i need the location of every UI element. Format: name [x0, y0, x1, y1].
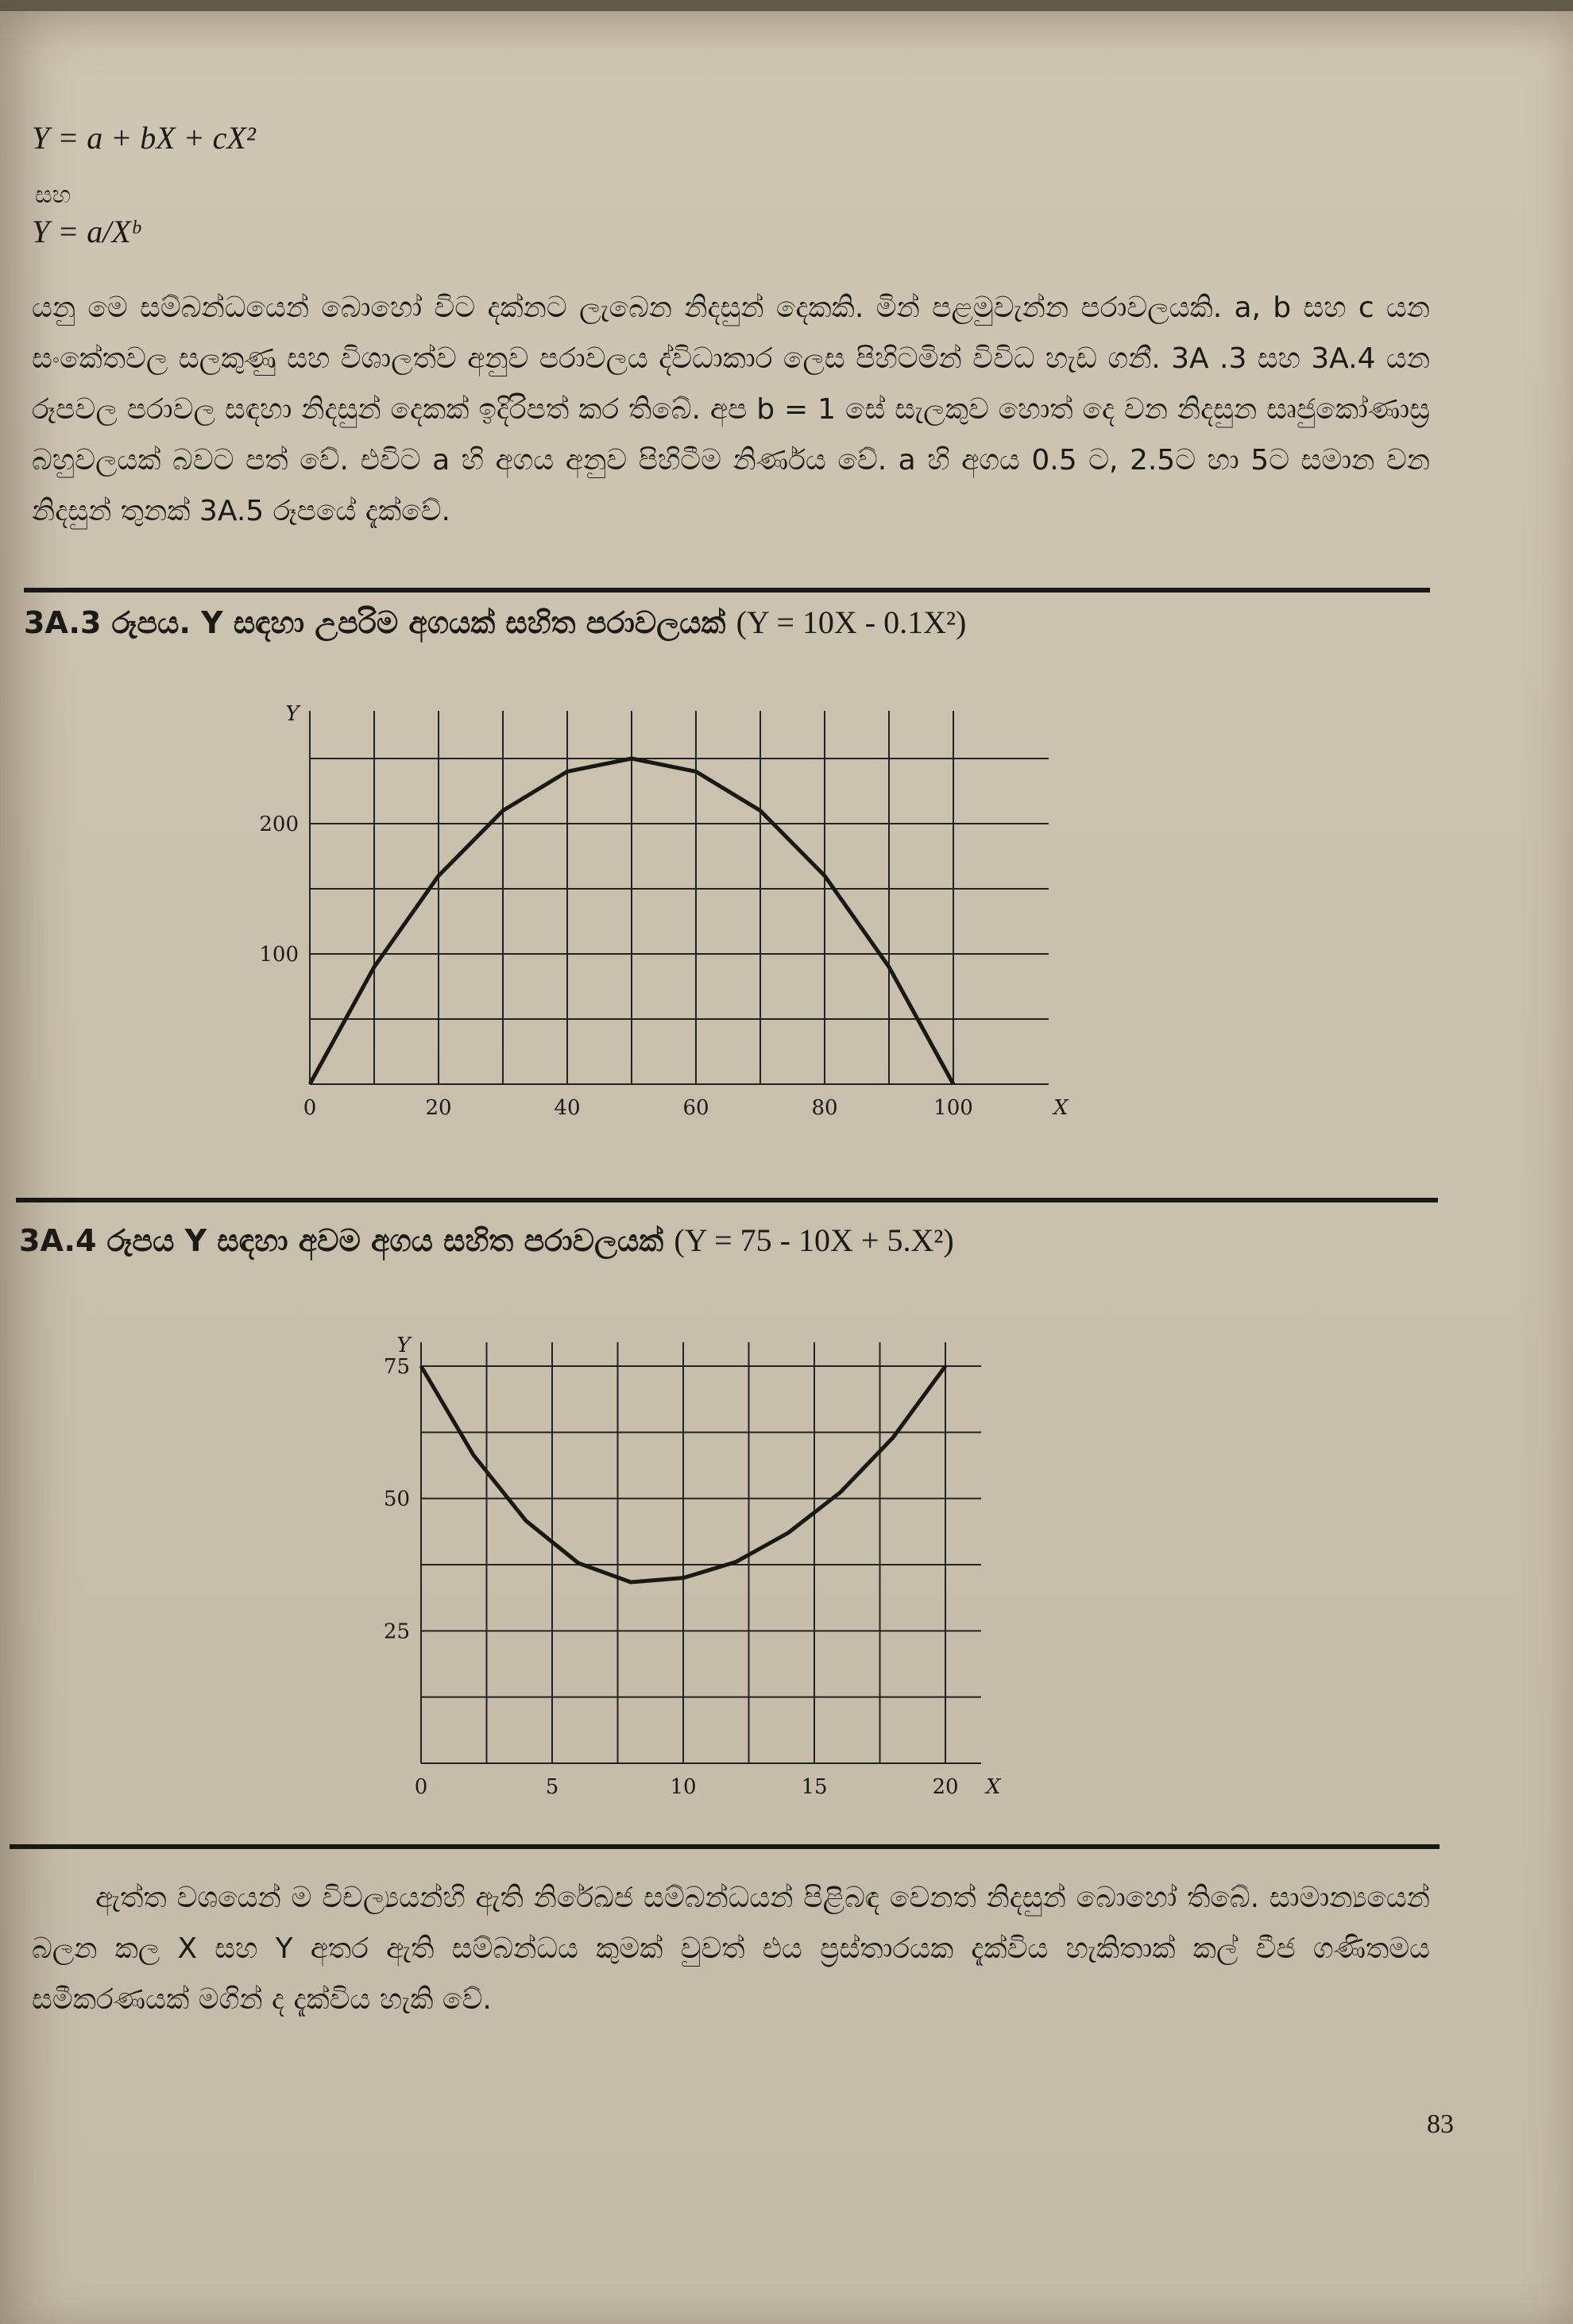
- y-axis-label: Y: [285, 702, 301, 726]
- y-tick-label: 50: [384, 1488, 410, 1511]
- y-tick-label: 200: [259, 813, 299, 836]
- section-rule-2: [16, 1198, 1438, 1203]
- x-tick-label: 10: [670, 1775, 696, 1799]
- figure1-caption-label: 3A.3 රූපය. Y සඳහා උපරිම අගයක් සහිත පරාවල…: [24, 605, 726, 640]
- figure1-caption: 3A.3 රූපය. Y සඳහා උපරිම අගයක් සහිත පරාවල…: [24, 604, 966, 641]
- figure2-caption-equation: (Y = 75 - 10X + 5.X²): [674, 1222, 954, 1258]
- x-tick-label: 80: [811, 1096, 837, 1120]
- y-axis-label: Y: [396, 1334, 412, 1357]
- equation-quadratic: Y = a + bX + cX²: [32, 120, 256, 156]
- x-tick-label: 40: [554, 1096, 580, 1120]
- x-tick-label: 5: [546, 1775, 559, 1799]
- y-tick-label: 100: [259, 943, 299, 967]
- page-number: 83: [1427, 2110, 1454, 2139]
- y-tick-label: 75: [384, 1355, 410, 1379]
- equation-power: Y = a/Xᵇ: [32, 214, 140, 249]
- figure2-caption: 3A.4 රූපය Y සඳහා අවම අගය සහිත පරාවලයක් (…: [19, 1222, 954, 1259]
- x-tick-label: 15: [801, 1775, 827, 1799]
- x-tick-label: 0: [415, 1775, 428, 1799]
- x-tick-label: 20: [425, 1096, 451, 1120]
- section-rule-3: [10, 1844, 1440, 1849]
- page-top-edge: [0, 0, 1573, 11]
- curve-line: [307, 756, 956, 1086]
- x-axis-label: X: [984, 1775, 1002, 1799]
- intro-paragraph: යනු මෙ සම්බන්ධයෙන් බොහෝ විට දක්නට ලැබෙන …: [32, 291, 1430, 527]
- x-tick-label: 20: [932, 1775, 958, 1799]
- figure2-chart: 0 5 10 15 20 25 50 75 X Y: [384, 1334, 1002, 1799]
- figure1-chart: 0 20 40 60 80 100 100 200 X Y: [259, 702, 1069, 1120]
- section-rule-1: [24, 588, 1430, 593]
- curve-line: [419, 1365, 948, 1585]
- x-tick-label: 0: [303, 1096, 317, 1120]
- y-tick-label: 25: [384, 1619, 410, 1643]
- x-tick-label: 60: [682, 1096, 709, 1120]
- x-axis-label: X: [1052, 1096, 1069, 1120]
- figure2-caption-label: 3A.4 රූපය Y සඳහා අවම අගය සහිත පරාවලයක්: [19, 1223, 664, 1258]
- figure1-caption-equation: (Y = 10X - 0.1X²): [736, 604, 967, 640]
- x-tick-label: 100: [933, 1096, 973, 1120]
- closing-paragraph: ඇත්ත වශයෙන් ම විචල්‍යයන්හි ඇති නිරේඛජ සම…: [32, 1882, 1430, 2016]
- and-word: සහ: [35, 181, 72, 209]
